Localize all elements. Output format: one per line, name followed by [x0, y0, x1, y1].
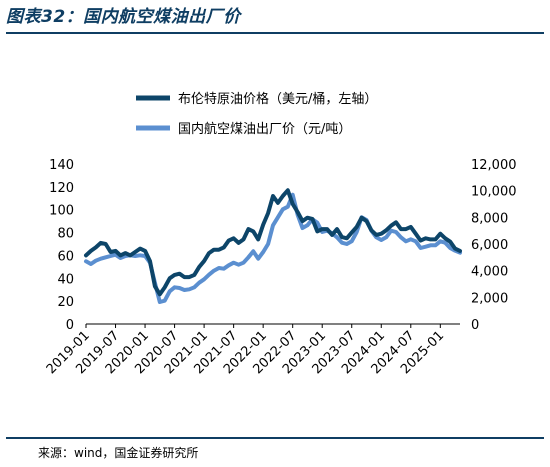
footer-rule: [6, 437, 544, 439]
right-tick-label: 12,000: [471, 158, 517, 173]
left-tick-label: 60: [57, 249, 74, 264]
legend: 布伦特原油价格（美元/桶，左轴） 国内航空煤油出厂价（元/吨）: [136, 91, 377, 137]
right-tick-label: 0: [471, 318, 479, 333]
right-tick-label: 4,000: [471, 265, 508, 280]
left-tick-label: 0: [66, 318, 74, 333]
series-layer: [84, 188, 462, 304]
legend-label-jet-fuel: 国内航空煤油出厂价（元/吨）: [178, 121, 351, 137]
left-tick-label: 20: [57, 295, 74, 310]
right-tick-label: 10,000: [471, 185, 517, 200]
left-tick-label: 100: [49, 204, 74, 219]
title-rule: [6, 32, 544, 34]
left-tick-label: 40: [57, 272, 74, 287]
source-note: 来源：wind，国金证券研究所: [38, 446, 199, 460]
axes: 0 20 40 60 80 100 120 140 0 2,000 4,000 6,000 8,000 1…: [44, 158, 517, 377]
legend-label-brent: 布伦特原油价格（美元/桶，左轴）: [178, 91, 377, 107]
line-chart: 布伦特原油价格（美元/桶，左轴） 国内航空煤油出厂价（元/吨） 0 20 40 60 8…: [44, 91, 517, 377]
left-tick-label: 80: [57, 227, 74, 242]
right-tick-label: 8,000: [471, 211, 508, 226]
figure-title: 图表32：国内航空煤油出厂价: [6, 7, 241, 27]
right-tick-label: 2,000: [471, 291, 508, 306]
left-tick-label: 120: [49, 181, 74, 196]
left-tick-label: 140: [49, 158, 74, 173]
right-tick-label: 6,000: [471, 238, 508, 253]
series-line-brent: [84, 188, 462, 297]
